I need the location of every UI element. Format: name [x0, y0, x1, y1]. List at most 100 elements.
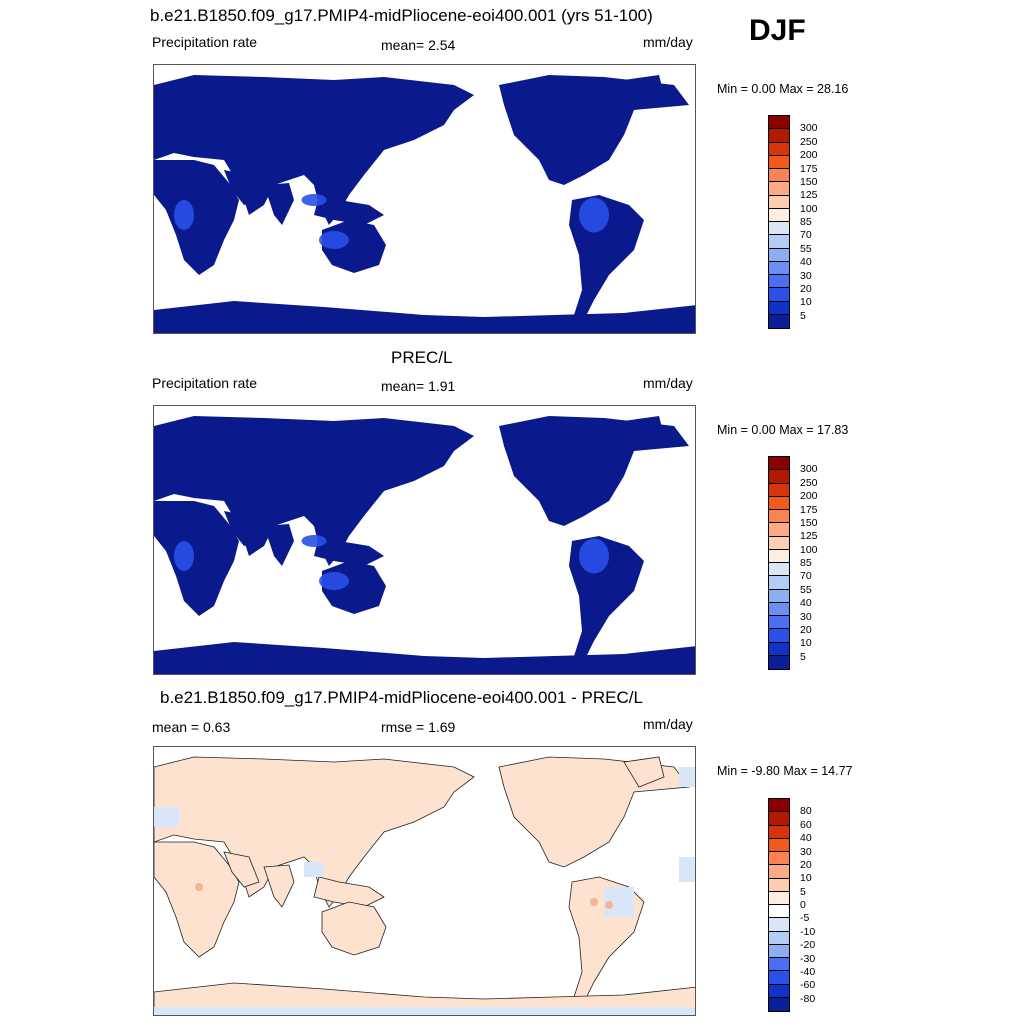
- colorbar-tick-label: 100: [800, 543, 818, 556]
- colorbar-swatch: [769, 195, 789, 209]
- colorbar-swatch: [769, 182, 789, 196]
- colorbar-swatch: [769, 457, 789, 471]
- colorbar-swatch: [769, 997, 789, 1011]
- colorbar-tick-label: 20: [800, 282, 812, 295]
- panel-1-minmax: Min = 0.00 Max = 28.16: [717, 82, 849, 96]
- colorbar-tick-label: 55: [800, 583, 812, 596]
- colorbar-tick-label: 250: [800, 135, 818, 148]
- colorbar-swatch: [769, 918, 789, 932]
- landmass: [224, 170, 259, 205]
- anomaly-positive-region: [605, 901, 613, 909]
- anomaly-positive-region: [590, 898, 598, 906]
- anomaly-negative-region: [154, 1007, 695, 1015]
- colorbar-swatch: [769, 129, 789, 143]
- colorbar-tick-label: -20: [800, 939, 816, 952]
- landmass: [313, 876, 385, 908]
- panel-2-units: mm/day: [643, 375, 693, 391]
- colorbar-swatch: [769, 812, 789, 826]
- panel-3-map: [153, 746, 696, 1016]
- panel-3-center-label: rmse = 1.69: [381, 719, 456, 735]
- anomaly-negative-region: [679, 857, 695, 882]
- precip-region: [301, 194, 327, 206]
- panel-2-map: [153, 405, 696, 675]
- landmass: [154, 301, 695, 333]
- colorbar-swatch: [769, 261, 789, 275]
- colorbar-swatch: [769, 116, 789, 130]
- colorbar-tick-label: 40: [800, 832, 812, 845]
- colorbar-tick-label: 70: [800, 570, 812, 583]
- colorbar-swatch: [769, 563, 789, 577]
- panel-1-colorbar: [768, 115, 790, 329]
- colorbar-tick-label: 175: [800, 162, 818, 175]
- colorbar-swatch: [769, 549, 789, 563]
- colorbar-tick-label: 70: [800, 229, 812, 242]
- colorbar-tick-label: 20: [800, 623, 812, 636]
- colorbar-tick-label: 30: [800, 269, 812, 282]
- colorbar-tick-label: 150: [800, 516, 818, 529]
- colorbar-swatch: [769, 589, 789, 603]
- precip-region: [301, 535, 327, 547]
- colorbar-swatch: [769, 971, 789, 985]
- landmass: [223, 851, 260, 888]
- colorbar-tick-label: -40: [800, 965, 816, 978]
- panel-2-colorbar: [768, 456, 790, 670]
- colorbar-tick-label: 10: [800, 872, 812, 885]
- colorbar-swatch: [769, 944, 789, 958]
- panel-1-title: b.e21.B1850.f09_g17.PMIP4-midPliocene-eo…: [150, 6, 653, 25]
- landmass: [624, 75, 664, 105]
- colorbar-tick-label: 80: [800, 805, 812, 818]
- colorbar-tick-label: 85: [800, 557, 812, 569]
- colorbar-tick-label: 175: [800, 503, 818, 516]
- colorbar-tick-label: 40: [800, 597, 812, 610]
- colorbar-swatch: [769, 958, 789, 972]
- landmass: [154, 416, 474, 566]
- colorbar-tick-label: 125: [800, 189, 818, 202]
- colorbar-swatch: [769, 510, 789, 524]
- colorbar-swatch: [769, 931, 789, 945]
- colorbar-swatch: [769, 523, 789, 537]
- anomaly-positive-region: [195, 883, 203, 891]
- colorbar-swatch: [769, 208, 789, 222]
- colorbar-tick-label: 10: [800, 296, 812, 309]
- landmass: [154, 642, 695, 674]
- colorbar-tick-label: -60: [800, 979, 816, 992]
- colorbar-swatch: [769, 602, 789, 616]
- colorbar-swatch: [769, 825, 789, 839]
- colorbar-tick-label: 125: [800, 530, 818, 543]
- colorbar-tick-label: 40: [800, 256, 812, 269]
- colorbar-tick-label: 150: [800, 175, 818, 188]
- colorbar-swatch: [769, 984, 789, 998]
- precip-region: [174, 541, 194, 571]
- colorbar-tick-label: 200: [800, 149, 818, 162]
- landmass: [314, 195, 384, 225]
- panel-3-minmax: Min = -9.80 Max = 14.77: [717, 764, 853, 778]
- colorbar-swatch: [769, 536, 789, 550]
- colorbar-tick-label: 60: [800, 818, 812, 831]
- panel-1-units: mm/day: [643, 34, 693, 50]
- precip-region: [319, 231, 349, 249]
- landmass: [154, 160, 239, 275]
- colorbar-swatch: [769, 865, 789, 879]
- colorbar-tick-label: -5: [800, 912, 810, 925]
- colorbar-tick-label: 30: [800, 845, 812, 858]
- colorbar-swatch: [769, 275, 789, 289]
- landmass: [314, 536, 384, 566]
- colorbar-swatch: [769, 878, 789, 892]
- panel-2-center-label: mean= 1.91: [381, 378, 456, 394]
- colorbar-swatch: [769, 838, 789, 852]
- colorbar-swatch: [769, 169, 789, 183]
- panel-2-title: PREC/L: [391, 348, 453, 367]
- panel-1-left-label: Precipitation rate: [152, 34, 258, 50]
- colorbar-tick-label: 100: [800, 202, 818, 215]
- landmass: [623, 756, 665, 788]
- panel-1-map: [153, 64, 696, 334]
- anomaly-negative-region: [679, 767, 695, 787]
- colorbar-tick-label: 55: [800, 242, 812, 255]
- colorbar-tick-label: 30: [800, 610, 812, 623]
- colorbar-tick-label: 300: [800, 122, 818, 135]
- colorbar-tick-label: -10: [800, 925, 816, 938]
- anomaly-negative-region: [154, 807, 179, 827]
- colorbar-swatch: [769, 248, 789, 262]
- colorbar-tick-label: 300: [800, 463, 818, 476]
- colorbar-tick-label: 5: [800, 885, 806, 898]
